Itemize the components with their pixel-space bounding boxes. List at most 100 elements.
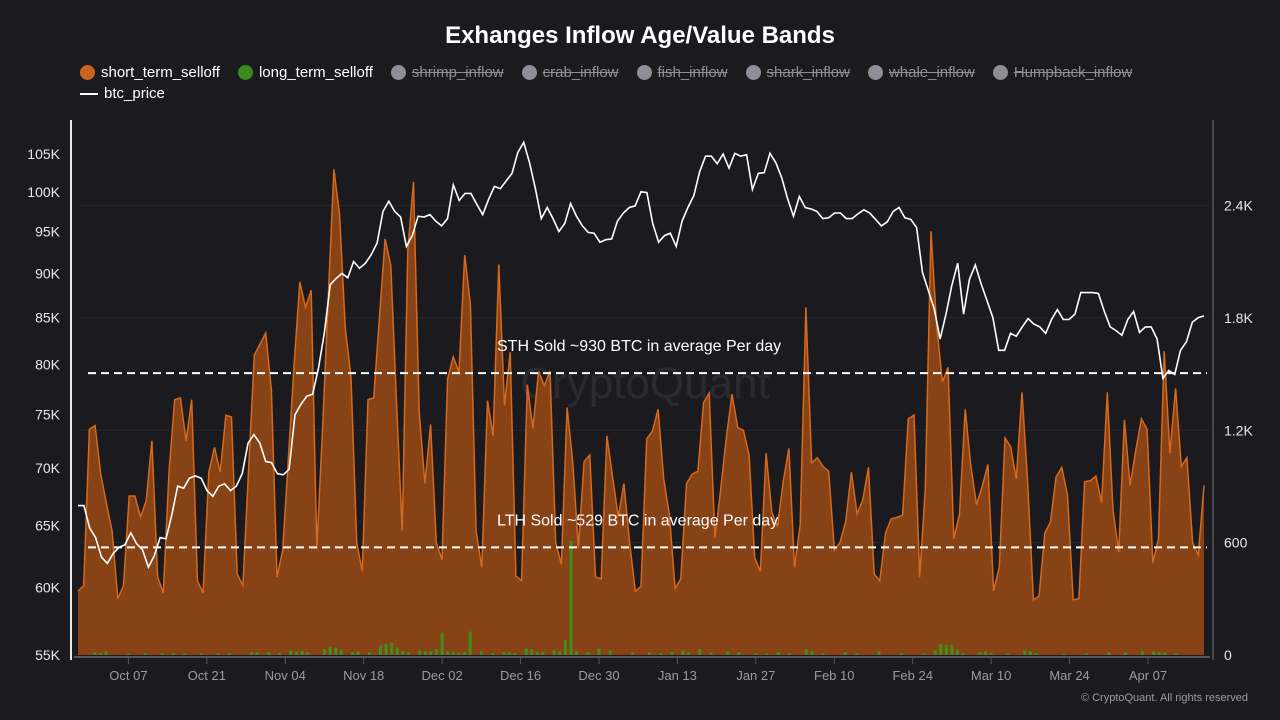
long-term-selloff-bar (334, 647, 338, 655)
chart-title: Exhanges Inflow Age/Value Bands (445, 22, 835, 49)
long-term-selloff-bar (199, 653, 203, 655)
long-term-selloff-bar (435, 649, 439, 655)
left-axis-tick-label: 95K (35, 224, 61, 240)
long-term-selloff-bar (787, 653, 791, 655)
long-term-selloff-bar (776, 652, 780, 655)
right-axis-tick-label: 600 (1224, 535, 1248, 551)
long-term-selloff-bar (939, 643, 943, 655)
dot-legend-icon (867, 64, 883, 80)
right-axis-tick-label: 1.8K (1224, 310, 1253, 326)
watermark: CryptoQuant (520, 359, 769, 408)
long-term-selloff-bar (765, 653, 769, 655)
x-axis-tick-label: Feb 24 (892, 668, 932, 683)
left-axis-tick-label: 90K (35, 265, 61, 281)
long-term-selloff-bar (1006, 653, 1010, 655)
long-term-selloff-bar (98, 653, 102, 655)
long-term-selloff-bar (423, 651, 427, 655)
x-axis-tick-label: Dec 16 (500, 668, 541, 683)
long-term-selloff-bar (479, 651, 483, 655)
dot-legend-icon (390, 64, 406, 80)
long-term-selloff-bar (306, 652, 310, 655)
long-term-selloff-bar (1084, 653, 1088, 655)
legend-item-long-term-selloff[interactable]: long_term_selloff (237, 62, 373, 82)
btc-price-line (78, 140, 1205, 570)
long-term-selloff-bar (379, 645, 383, 655)
annotation-label: STH Sold ~930 BTC in average Per day (497, 338, 781, 355)
long-term-selloff-bar (810, 651, 814, 655)
long-term-selloff-bar (558, 651, 562, 655)
long-term-selloff-bar (524, 648, 528, 655)
long-term-selloff-bar (659, 653, 663, 655)
long-term-selloff-bar (104, 651, 108, 655)
legend-item-short-term-selloff[interactable]: short_term_selloff (80, 62, 220, 82)
long-term-selloff-bar (984, 651, 988, 655)
legend-label: crab_inflow (542, 63, 619, 81)
long-term-selloff-bar (670, 652, 674, 655)
right-axis-tick-label: 2.4K (1224, 198, 1253, 214)
long-term-selloff-bar (843, 652, 847, 655)
long-term-selloff-bar (440, 632, 444, 655)
long-term-selloff-bar (250, 652, 254, 655)
long-term-selloff-bar (182, 653, 186, 655)
long-term-selloff-bar (507, 652, 511, 655)
legend-item-humpback-inflow[interactable]: Humpback_inflow (992, 62, 1132, 82)
dot-legend-icon (636, 64, 652, 80)
long-term-selloff-bar (390, 642, 394, 655)
legend: short_term_selloff long_term_selloff shrim… (80, 62, 1220, 104)
legend-label: fish_inflow (657, 63, 728, 81)
long-term-selloff-bar (1140, 651, 1144, 655)
long-term-selloff-bar (227, 653, 231, 655)
legend-label: shark_inflow (766, 63, 850, 81)
legend-item-btc-price[interactable]: btc_price (80, 84, 1202, 104)
long-term-selloff-bar (1034, 653, 1038, 655)
long-term-selloff-bar (300, 650, 304, 655)
long-term-selloff-bar (1062, 653, 1066, 655)
long-term-selloff-bar (1174, 653, 1178, 655)
long-term-selloff-bar (922, 653, 926, 655)
long-term-selloff-bar (429, 651, 433, 655)
left-axis-tick-label: 75K (35, 407, 61, 423)
long-term-selloff-bar (1163, 652, 1167, 655)
long-term-selloff-bar (804, 649, 808, 655)
x-axis-tick-label: Nov 04 (265, 668, 306, 683)
long-term-selloff-bar (535, 652, 539, 655)
long-term-selloff-bar (407, 652, 411, 655)
long-term-selloff-bar (457, 653, 461, 655)
x-axis-tick-label: Mar 10 (971, 668, 1011, 683)
long-term-selloff-bar (216, 653, 220, 655)
x-axis-tick-label: Mar 24 (1049, 668, 1089, 683)
long-term-selloff-bar (681, 650, 685, 655)
long-term-selloff-bar (989, 653, 993, 655)
long-term-selloff-bar (266, 652, 270, 655)
left-axis-tick-label: 100K (27, 184, 60, 200)
dot-legend-icon (745, 64, 761, 80)
long-term-selloff-bar (726, 651, 730, 655)
long-term-selloff-bar (978, 652, 982, 655)
legend-item-fish-inflow[interactable]: fish_inflow (636, 62, 728, 82)
legend-label: whale_inflow (888, 63, 975, 81)
legend-item-shark-inflow[interactable]: shark_inflow (745, 62, 850, 82)
left-axis-tick-label: 80K (35, 357, 61, 373)
legend-item-crab-inflow[interactable]: crab_inflow (521, 62, 619, 82)
axes: 55K 60K 65K 70K 75K 80K 85K 90K 95K 100K 105K 0 600 1… (27, 120, 1253, 683)
long-term-selloff-bar (877, 651, 881, 655)
right-axis-tick-label: 0 (1224, 647, 1232, 663)
short-term-selloff-line (77, 169, 1205, 602)
long-term-selloff-bar (709, 652, 713, 655)
long-term-selloff-bar (944, 644, 948, 655)
dot-legend-icon (521, 64, 537, 80)
legend-label: btc_price (104, 85, 165, 102)
long-term-selloff-bar (631, 652, 635, 655)
long-term-selloff-bar (754, 653, 758, 655)
long-term-selloff-bar (586, 652, 590, 655)
long-term-selloff-bar (950, 644, 954, 655)
x-axis-tick-label: Apr 07 (1129, 668, 1167, 683)
long-term-selloff-bar (899, 653, 903, 655)
left-axis-tick-label: 60K (35, 580, 61, 596)
left-axis-tick-label: 70K (35, 460, 61, 476)
legend-item-whale-inflow[interactable]: whale_inflow (867, 62, 975, 82)
long-term-selloff-bar (563, 640, 567, 655)
long-term-selloff-bar (647, 652, 651, 655)
legend-item-shrimp-inflow[interactable]: shrimp_inflow (390, 62, 504, 82)
